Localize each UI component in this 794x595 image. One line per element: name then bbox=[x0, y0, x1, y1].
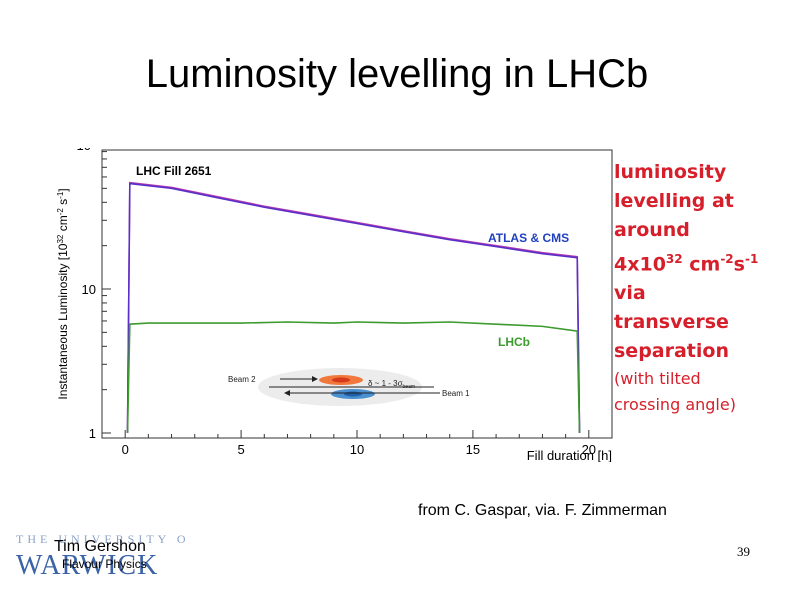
source-credit: from C. Gaspar, via. F. Zimmerman bbox=[418, 502, 667, 519]
chart-svg: 05101520110102Fill duration [h]Instantan… bbox=[50, 137, 615, 463]
series-line-atlas-cms bbox=[126, 182, 581, 434]
x-tick-label: 10 bbox=[350, 442, 364, 457]
y-axis-label-text: cm bbox=[56, 215, 70, 234]
annotation-line-5: via bbox=[614, 282, 646, 305]
warwick-logo: THE UNIVERSITY OF WARWICK bbox=[16, 532, 186, 580]
beam-2-label: Beam 2 bbox=[228, 375, 256, 384]
logo-bottom-text: WARWICK bbox=[16, 550, 158, 580]
y-tick-label: 10 bbox=[82, 282, 96, 297]
y-axis-label-exponent: -1 bbox=[56, 191, 65, 199]
luminosity-chart: 05101520110102Fill duration [h]Instantan… bbox=[50, 137, 615, 463]
annotation-line-4: 4x1032 cm-2s-1 bbox=[614, 245, 792, 279]
beam-1-core bbox=[344, 391, 362, 397]
course-subtitle: Flavour Physics bbox=[62, 557, 147, 571]
annotation-line-4-unit2: s bbox=[733, 253, 745, 276]
y-axis-label: Instantaneous Luminosity [1032 cm-2 s-1] bbox=[56, 188, 71, 399]
page-number: 39 bbox=[737, 544, 750, 559]
x-tick-label: 5 bbox=[237, 442, 244, 457]
series-label-atlas-cms: ATLAS & CMS bbox=[488, 231, 569, 245]
y-tick-label-base: 10 bbox=[77, 148, 91, 153]
annotation-line-4-unit1: cm bbox=[682, 253, 721, 276]
beam-2-core bbox=[332, 377, 350, 383]
annotation-line-4-exp2: -2 bbox=[720, 252, 734, 266]
chart-background bbox=[50, 148, 615, 462]
y-axis-label-exponent: 32 bbox=[56, 234, 65, 243]
annotation-line-4-exp1: 32 bbox=[665, 252, 683, 266]
x-tick-label: 15 bbox=[466, 442, 480, 457]
y-axis-label-exponent: -2 bbox=[56, 208, 65, 216]
y-axis-label-text: Instantaneous Luminosity [10 bbox=[56, 243, 70, 399]
series-label-lhcb: LHCb bbox=[498, 335, 530, 349]
annotation-line-1: luminosity bbox=[614, 161, 727, 183]
separation-formula: δ ~ 1 - 3σbeam bbox=[368, 379, 415, 390]
logo-top-text: THE UNIVERSITY OF bbox=[16, 532, 186, 546]
annotation-line-9: crossing angle) bbox=[614, 395, 736, 415]
slide-title: Luminosity levelling in LHCb bbox=[145, 52, 649, 96]
levelling-annotation: luminosity levelling at around 4x1032 cm… bbox=[614, 158, 792, 418]
series-line-lhcb bbox=[126, 321, 581, 434]
annotation-line-6: transverse bbox=[614, 311, 729, 334]
annotation-line-3: around bbox=[614, 219, 690, 241]
beam-1-arrowhead bbox=[284, 390, 290, 396]
axis-ticks: 05101520110102Fill duration [h]Instantan… bbox=[56, 137, 613, 463]
annotation-line-2: levelling at bbox=[614, 190, 734, 212]
beam-inset: Beam 2 Beam 1 δ ~ 1 - 3σbeam bbox=[228, 368, 470, 406]
series-line-atlas-cms-overlay bbox=[126, 181, 581, 433]
chart-title: LHC Fill 2651 bbox=[136, 164, 212, 178]
y-axis-label-text: ] bbox=[56, 188, 70, 191]
series-layer bbox=[126, 181, 581, 434]
x-tick-label: 0 bbox=[122, 442, 129, 457]
annotation-line-8: (with tilted bbox=[614, 369, 701, 389]
annotation-line-7: separation bbox=[614, 340, 729, 363]
annotation-line-4-base: 4x10 bbox=[614, 253, 666, 276]
beam-1-label: Beam 1 bbox=[442, 389, 470, 398]
x-axis-label: Fill duration [h] bbox=[527, 448, 612, 462]
author-name: Tim Gershon bbox=[54, 538, 146, 555]
y-tick-label: 1 bbox=[89, 426, 96, 441]
x-tick-label: 20 bbox=[582, 442, 596, 457]
beam-2-arrowhead bbox=[312, 376, 318, 382]
separation-formula-sub: beam bbox=[403, 384, 416, 390]
separation-formula-base: δ ~ 1 - 3σ bbox=[368, 379, 403, 388]
y-axis-label-text: s bbox=[56, 199, 70, 208]
annotation-line-4-exp3: -1 bbox=[744, 252, 759, 266]
